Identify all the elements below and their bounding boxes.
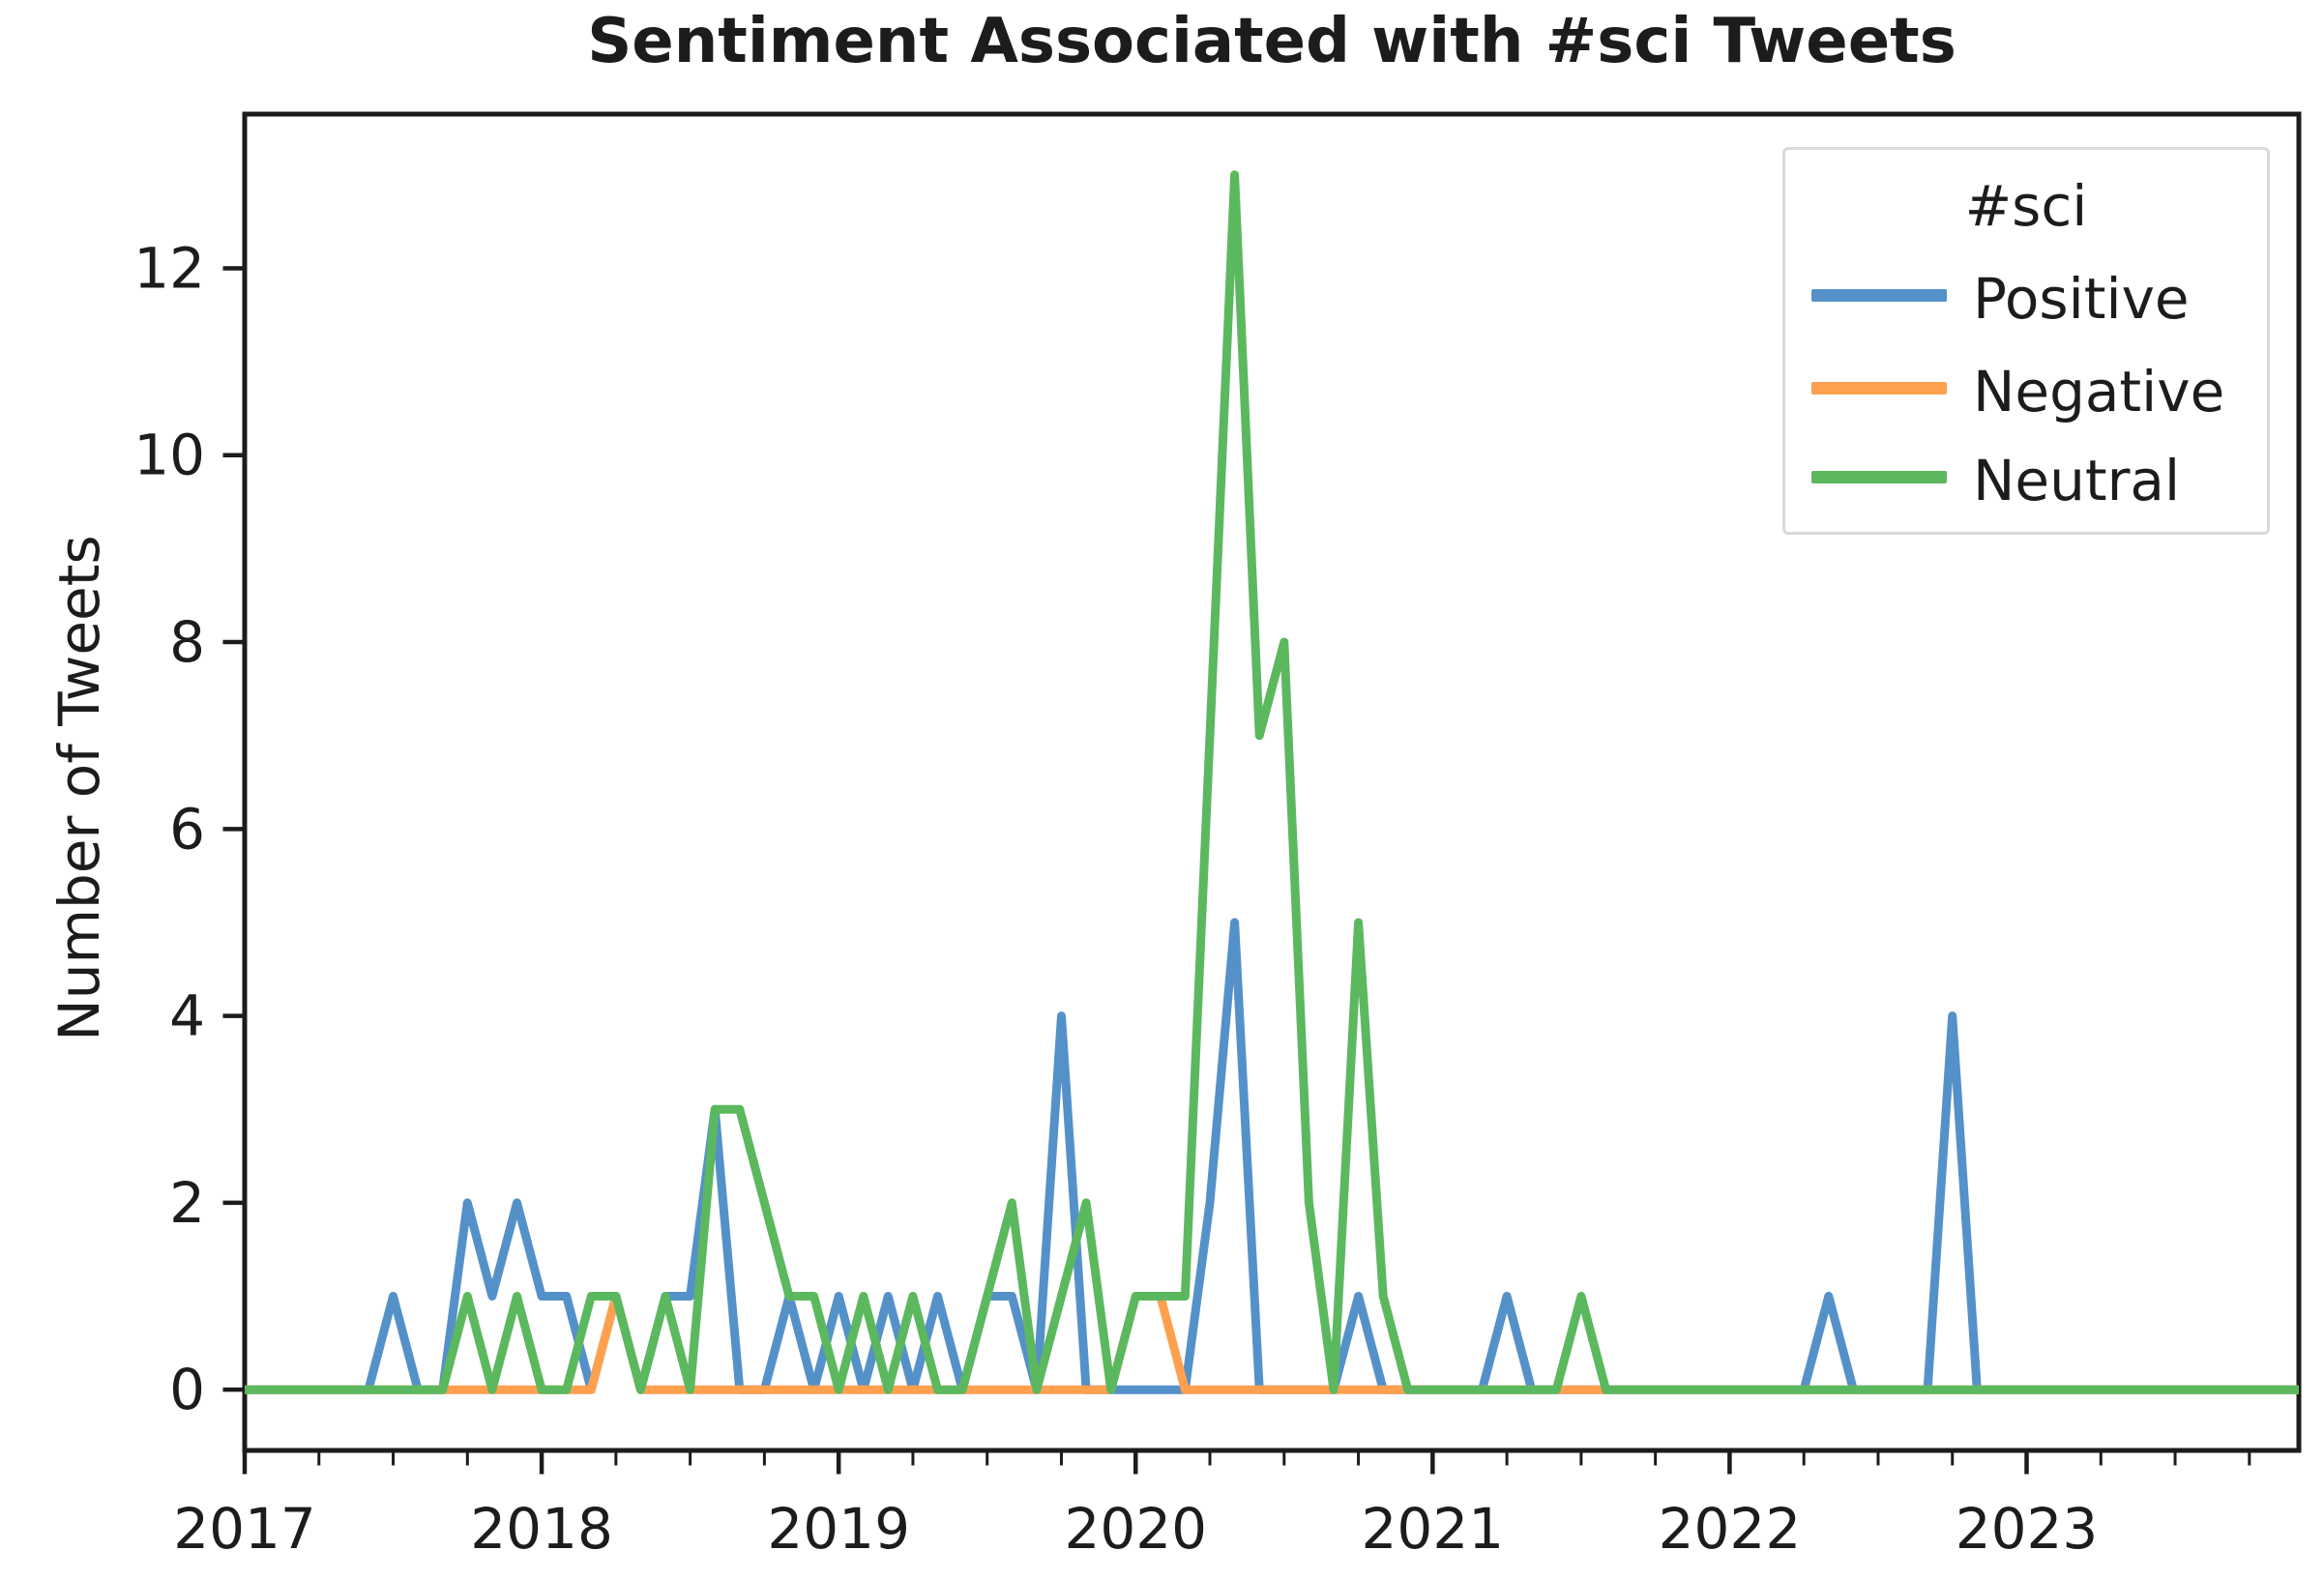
legend-title: #sci [1964, 173, 2088, 239]
svg-text:12: 12 [133, 235, 205, 301]
svg-text:0: 0 [169, 1357, 205, 1422]
legend-entry-negative: Negative [1785, 359, 2267, 424]
svg-text:8: 8 [169, 609, 205, 675]
chart-title: Sentiment Associated with #sci Tweets [587, 6, 1956, 77]
legend: #sci Positive Negative Neutral [1782, 147, 2270, 535]
legend-label-negative: Negative [1973, 359, 2225, 424]
svg-text:4: 4 [169, 983, 205, 1049]
svg-text:2022: 2022 [1659, 1496, 1802, 1562]
svg-text:2017: 2017 [173, 1496, 316, 1562]
svg-text:10: 10 [133, 423, 205, 488]
legend-swatch-neutral [1811, 471, 1947, 483]
svg-text:2019: 2019 [767, 1496, 910, 1562]
legend-label-neutral: Neutral [1973, 448, 2181, 513]
y-axis-label: Number of Tweets [46, 535, 112, 1041]
legend-entry-neutral: Neutral [1785, 448, 2267, 513]
svg-text:2: 2 [169, 1170, 205, 1236]
legend-label-positive: Positive [1973, 266, 2190, 332]
legend-swatch-positive [1811, 289, 1947, 302]
svg-text:2020: 2020 [1064, 1496, 1207, 1562]
svg-text:6: 6 [169, 796, 205, 862]
legend-entry-positive: Positive [1785, 266, 2267, 332]
svg-text:2023: 2023 [1956, 1496, 2099, 1562]
legend-swatch-negative [1811, 382, 1947, 395]
svg-text:2021: 2021 [1362, 1496, 1505, 1562]
svg-text:2018: 2018 [470, 1496, 613, 1562]
